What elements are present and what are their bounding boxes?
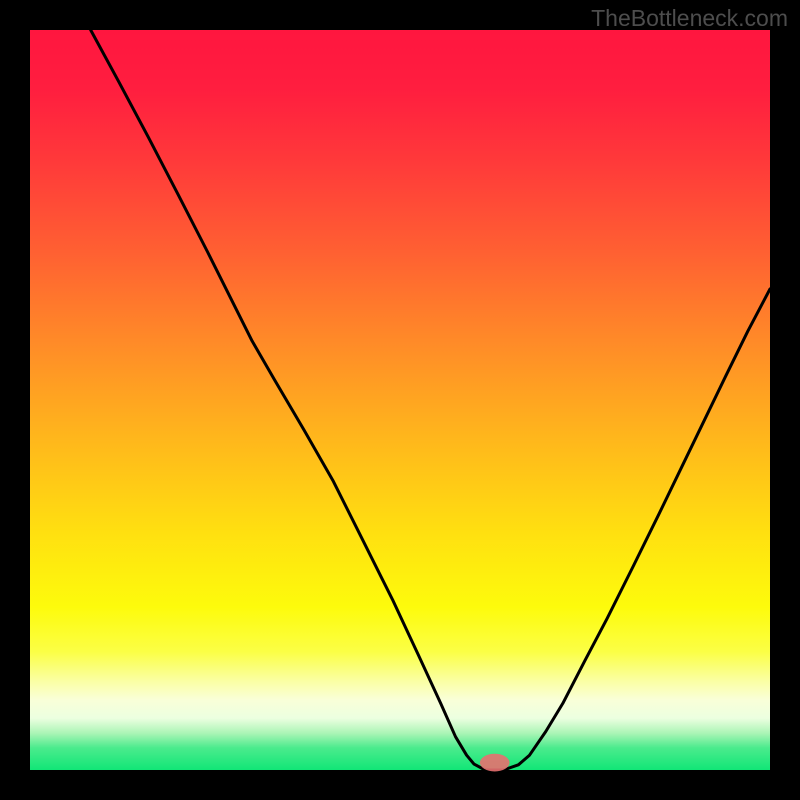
chart-container: TheBottleneck.com bbox=[0, 0, 800, 800]
optimal-marker bbox=[480, 754, 510, 772]
watermark-text: TheBottleneck.com bbox=[591, 5, 788, 32]
plot-background-gradient bbox=[30, 30, 770, 770]
chart-svg bbox=[0, 0, 800, 800]
